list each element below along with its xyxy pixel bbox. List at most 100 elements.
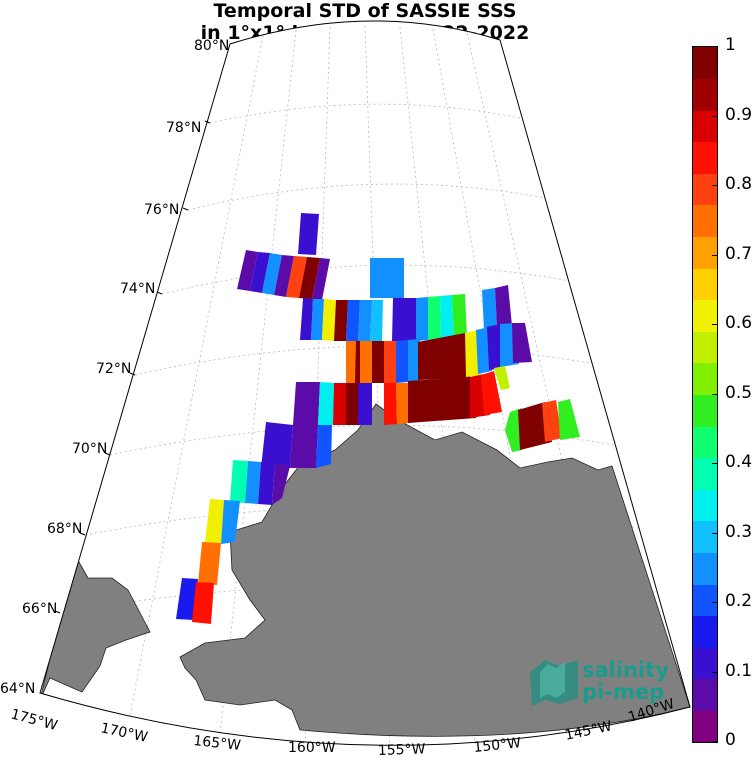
colorbar-segment: [693, 173, 717, 206]
colorbar-tick-label: 0.1: [725, 660, 753, 681]
lat-label-76: 76°N: [144, 202, 179, 218]
colorbar-strip: [693, 47, 717, 743]
std-box: [487, 324, 504, 370]
colorbar-tick-mark: [712, 463, 717, 464]
std-box: [274, 255, 294, 297]
std-box: [384, 341, 396, 383]
lat-label-66: 66°N: [22, 601, 57, 617]
std-box: [230, 460, 248, 503]
colorbar-segment: [693, 236, 717, 269]
colorbar-segment: [693, 678, 717, 711]
std-box: [334, 300, 348, 341]
lat-label-70: 70°N: [72, 441, 107, 457]
colorbar-segment: [693, 552, 717, 585]
std-box: [372, 341, 384, 383]
std-box: [298, 213, 319, 255]
lat-label-78: 78°N: [166, 120, 201, 136]
colorbar-segment: [693, 268, 717, 301]
std-box: [355, 341, 360, 383]
std-box: [198, 542, 221, 585]
colorbar: [692, 46, 718, 743]
colorbar-segment: [693, 584, 717, 617]
latitude-labels: 80°N 78°N 76°N 74°N 72°N 70°N 68°N 66°N …: [0, 38, 229, 697]
std-box: [316, 425, 332, 468]
colorbar-segment: [693, 426, 717, 459]
std-box: [542, 400, 562, 442]
std-box: [358, 300, 372, 341]
std-box: [346, 383, 358, 425]
colorbar-tick-label: 0.4: [725, 452, 753, 472]
std-box: [221, 500, 240, 544]
lat-label-72: 72°N: [96, 361, 131, 377]
map-frame: [39, 20, 691, 746]
logo-line1: salinity: [582, 658, 669, 682]
colorbar-tick-mark: [712, 393, 717, 395]
std-box: [318, 382, 334, 425]
colorbar-tick-mark: [712, 671, 717, 673]
colorbar-tick-mark: [712, 602, 717, 603]
logo-line2: pi-mep: [582, 680, 664, 704]
lon-label-150: 150°W: [473, 735, 522, 756]
std-box: [205, 499, 224, 544]
colorbar-tick-label: 0.7: [725, 243, 753, 264]
lat-label-64: 64°N: [0, 681, 35, 697]
std-box: [482, 288, 497, 330]
std-box: [286, 256, 307, 298]
std-box: [494, 366, 510, 390]
std-box: [237, 250, 258, 291]
colorbar-tick-label: 1: [725, 35, 736, 55]
std-box: [250, 252, 270, 293]
lon-label-155: 155°W: [378, 741, 426, 759]
std-box: [346, 300, 360, 341]
colorbar-tick-mark: [712, 185, 717, 186]
std-box: [384, 383, 397, 425]
std-box: [512, 323, 532, 363]
std-box: [440, 295, 454, 339]
std-box: [481, 371, 502, 415]
colorbar-segment: [693, 615, 717, 648]
land-alaska: [179, 403, 690, 737]
colorbar-tick-label: 0.3: [725, 521, 753, 542]
std-box: [262, 253, 282, 295]
std-box: [370, 258, 404, 298]
std-box: [176, 578, 198, 620]
std-box: [322, 299, 336, 341]
colorbar-tick-mark: [712, 254, 717, 256]
colorbar-tick-mark: [712, 46, 717, 47]
salinity-pi-mep-logo: salinity pi-mep: [530, 658, 669, 706]
std-box: [396, 340, 408, 383]
colorbar-tick-label: 0: [725, 730, 736, 750]
colorbar-segment: [693, 394, 717, 427]
colorbar-segment: [693, 331, 717, 364]
left-edge-ticks: [54, 120, 211, 614]
std-boxes: [176, 213, 580, 624]
colorbar-tick-label: 0.2: [725, 591, 753, 611]
std-box: [245, 461, 261, 504]
std-box: [495, 285, 512, 328]
std-box: [192, 582, 214, 624]
std-box: [261, 422, 293, 468]
colorbar-segment: [693, 299, 717, 332]
std-box: [333, 383, 346, 425]
colorbar-tick-label: 0.6: [725, 313, 753, 333]
colorbar-tick-mark: [712, 741, 717, 742]
lat-label-74: 74°N: [120, 281, 155, 297]
std-box: [396, 383, 410, 424]
colorbar-segment: [693, 205, 717, 238]
std-box: [452, 294, 467, 338]
colorbar-tick-label: 0.8: [725, 174, 753, 194]
colorbar-tick-mark: [712, 115, 717, 117]
std-box: [408, 377, 476, 423]
lon-label-175: 175°W: [9, 706, 59, 734]
std-box: [272, 463, 290, 505]
std-box: [505, 408, 522, 452]
std-box: [258, 462, 275, 505]
colorbar-segment: [693, 489, 717, 522]
std-box: [312, 258, 330, 300]
std-box: [311, 299, 324, 340]
lon-label-170: 170°W: [99, 720, 149, 746]
std-box: [299, 257, 320, 299]
std-box: [392, 298, 416, 341]
chart-title-line1: Temporal STD of SASSIE SSS: [213, 0, 517, 22]
